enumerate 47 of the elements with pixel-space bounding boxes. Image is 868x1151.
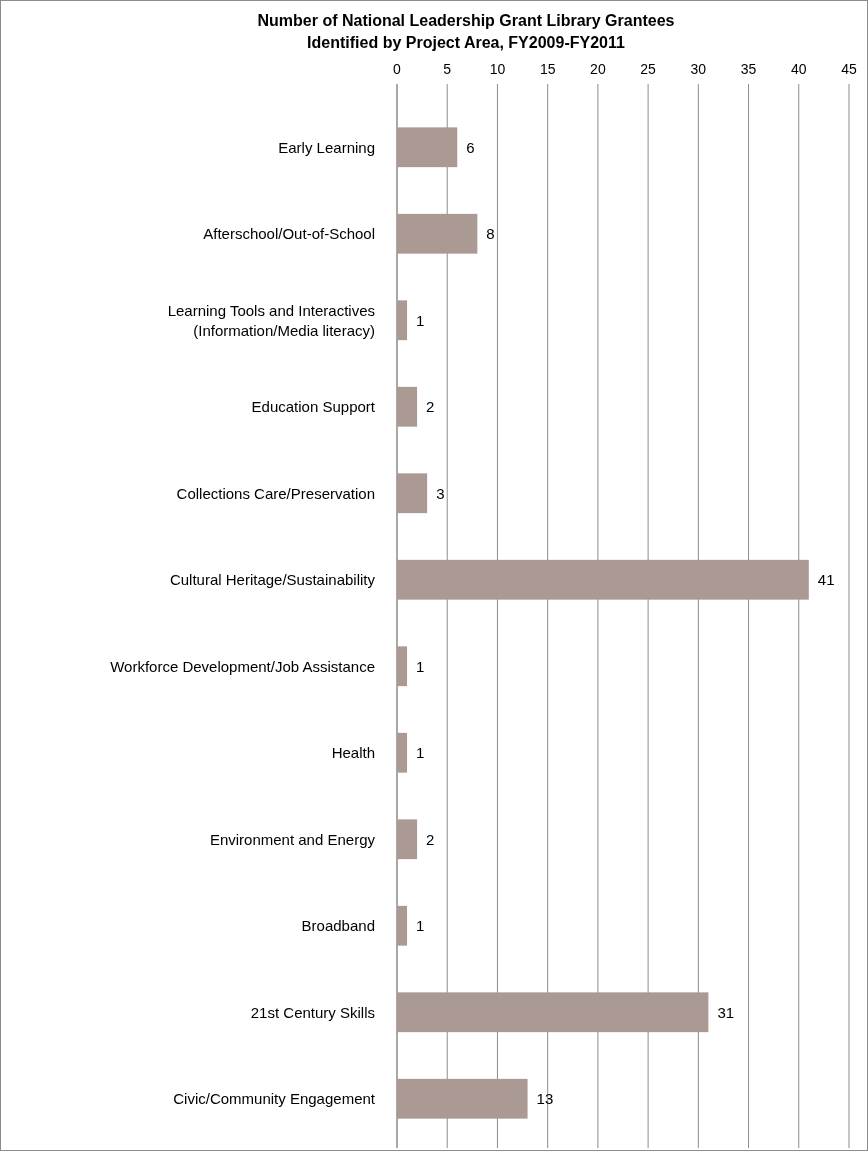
- y-tick-label: Education Support: [251, 398, 376, 415]
- data-label: 1: [416, 917, 425, 934]
- x-tick-label: 45: [841, 61, 857, 77]
- y-tick-label: Cultural Heritage/Sustainability: [169, 571, 376, 588]
- y-tick-label: Workforce Development/Job Assistance: [110, 657, 375, 675]
- y-tick-label: Civic/Community Engagement: [173, 1090, 376, 1107]
- x-tick-label: 5: [443, 61, 452, 77]
- y-tick-label: Early Learning: [278, 138, 375, 156]
- bar: [397, 473, 428, 514]
- data-label: 31: [717, 1003, 735, 1021]
- data-label: 13: [536, 1090, 554, 1107]
- y-tick-label: Learning Tools and Interactives (Information/Media literacy): [167, 301, 375, 339]
- bar: [397, 559, 809, 600]
- chart-title: Number of National Leadership Grant Library Grantees Identified by Project Area, FY2009-FY2011: [257, 12, 675, 51]
- y-tick-label: 21st Century Skills: [250, 1003, 375, 1021]
- bar: [397, 127, 458, 168]
- y-tick-label: Broadband: [301, 917, 375, 934]
- bar: [397, 905, 408, 946]
- data-label: 6: [466, 138, 475, 156]
- data-label: 1: [416, 657, 425, 675]
- data-label: 1: [416, 311, 425, 329]
- x-tick-label: 0: [393, 61, 402, 77]
- x-tick-label: 20: [590, 61, 606, 77]
- y-tick-label: Health: [331, 744, 375, 761]
- x-tick-label: 40: [790, 61, 807, 77]
- data-label: 1: [416, 744, 425, 761]
- y-tick-label: Collections Care/Preservation: [176, 484, 375, 502]
- x-tick-label: 35: [740, 61, 757, 77]
- data-label: 3: [436, 484, 445, 502]
- data-label: 2: [426, 398, 435, 415]
- x-tick-label: 10: [489, 61, 506, 77]
- bar: [397, 213, 478, 254]
- x-tick-label: 25: [640, 61, 657, 77]
- bar: [397, 819, 418, 860]
- data-label: 41: [817, 571, 835, 588]
- y-tick-label: Environment and Energy: [209, 830, 376, 848]
- x-tick-label: 15: [539, 61, 556, 77]
- bar: [397, 732, 408, 773]
- y-tick-label: Afterschool/Out-of-School: [203, 225, 375, 242]
- bar: [397, 992, 709, 1033]
- data-label: 2: [426, 830, 435, 848]
- bar: [397, 646, 408, 687]
- bar: [397, 1078, 528, 1119]
- x-tick-label: 30: [690, 61, 707, 77]
- bar: [397, 386, 418, 427]
- bar: [397, 300, 408, 341]
- data-label: 8: [486, 225, 495, 242]
